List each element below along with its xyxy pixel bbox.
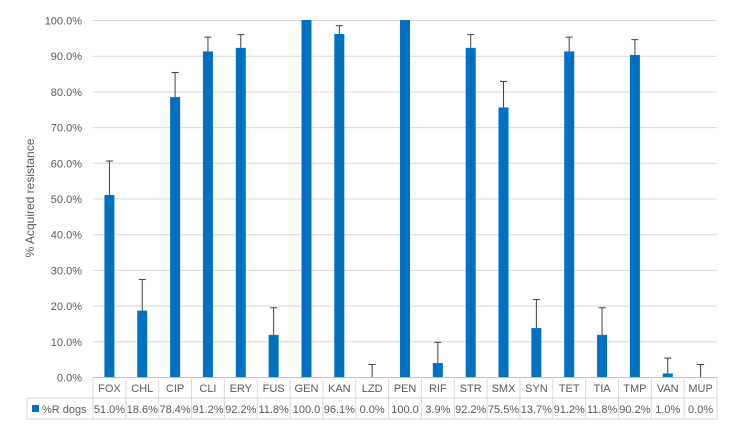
data-label: 13.7% bbox=[521, 404, 552, 416]
bar bbox=[498, 107, 509, 377]
x-tick-label: KAN bbox=[328, 383, 351, 395]
x-tick-label: GEN bbox=[295, 383, 319, 395]
y-tick-label: 30.0% bbox=[51, 265, 82, 277]
x-tick-label: LZD bbox=[362, 383, 383, 395]
data-table: FOX 51.0% CHL 18.6% CIP 78.4% CLI 91.2% ERY 92.2%… bbox=[26, 377, 718, 420]
x-tick-label: FUS bbox=[263, 383, 285, 395]
data-label: 0.0% bbox=[688, 404, 713, 416]
x-tick-label: PEN bbox=[394, 383, 417, 395]
data-label: 92.2% bbox=[225, 404, 256, 416]
y-axis-title: % Acquired resistance bbox=[23, 138, 37, 257]
bar bbox=[137, 310, 148, 377]
data-label: 75.5% bbox=[488, 404, 519, 416]
data-label: 91.2% bbox=[192, 404, 223, 416]
bar bbox=[597, 334, 608, 377]
bar bbox=[465, 47, 476, 377]
bar bbox=[564, 51, 575, 377]
bar bbox=[170, 97, 181, 377]
data-label: 51.0% bbox=[94, 404, 125, 416]
error-bars bbox=[105, 25, 705, 377]
y-tick-label: 20.0% bbox=[51, 301, 82, 313]
data-label: 18.6% bbox=[127, 404, 158, 416]
data-label: 0.0% bbox=[360, 404, 385, 416]
data-label: 100.0 bbox=[293, 404, 321, 416]
x-tick-label: CHL bbox=[131, 383, 153, 395]
y-tick-label: 70.0% bbox=[51, 123, 82, 135]
y-tick-label: 40.0% bbox=[51, 230, 82, 242]
data-label: 78.4% bbox=[160, 404, 191, 416]
bar bbox=[104, 194, 115, 377]
y-tick-label: 100.0% bbox=[45, 16, 83, 28]
data-label: 92.2% bbox=[455, 404, 486, 416]
bar bbox=[235, 47, 246, 377]
x-tick-label: RIF bbox=[429, 383, 447, 395]
y-tick-label: 90.0% bbox=[51, 51, 82, 63]
bar bbox=[531, 328, 542, 377]
legend-swatch bbox=[32, 405, 39, 412]
data-label: 1.0% bbox=[655, 404, 680, 416]
y-tick-label: 60.0% bbox=[51, 158, 82, 170]
x-tick-label: CIP bbox=[166, 383, 184, 395]
bar bbox=[432, 363, 443, 377]
x-tick-label: TET bbox=[559, 383, 580, 395]
x-tick-label: MUP bbox=[688, 383, 712, 395]
x-tick-label: SYN bbox=[525, 383, 548, 395]
data-label: 3.9% bbox=[425, 404, 450, 416]
y-tick-label: 80.0% bbox=[51, 87, 82, 99]
data-label: 11.8% bbox=[587, 404, 618, 416]
data-label: 100.0 bbox=[391, 404, 419, 416]
legend-label: %R dogs bbox=[42, 404, 87, 416]
y-tick-label: 10.0% bbox=[51, 337, 82, 349]
y-tick-label: 50.0% bbox=[51, 194, 82, 206]
x-tick-label: VAN bbox=[657, 383, 679, 395]
x-tick-label: SMX bbox=[492, 383, 517, 395]
data-label: 91.2% bbox=[554, 404, 585, 416]
bar bbox=[268, 334, 279, 377]
x-tick-label: FOX bbox=[98, 383, 121, 395]
x-tick-label: TIA bbox=[593, 383, 611, 395]
y-tick-label: 0.0% bbox=[57, 373, 82, 385]
x-tick-label: STR bbox=[460, 383, 482, 395]
bar bbox=[400, 20, 410, 377]
y-axis: 0.0% 10.0% 20.0% 30.0% 40.0% 50.0% 60.0% 70.0% 8… bbox=[45, 16, 83, 385]
bar bbox=[301, 20, 312, 377]
x-tick-label: CLI bbox=[199, 383, 216, 395]
bar bbox=[202, 51, 213, 377]
bars bbox=[104, 20, 673, 378]
bar bbox=[334, 33, 345, 377]
data-label: 96.1% bbox=[324, 404, 355, 416]
x-tick-label: TMP bbox=[623, 383, 646, 395]
bar bbox=[629, 54, 640, 378]
bar bbox=[662, 373, 673, 377]
data-label: 11.8% bbox=[258, 404, 289, 416]
x-tick-label: ERY bbox=[230, 383, 253, 395]
data-label: 90.2% bbox=[619, 404, 650, 416]
